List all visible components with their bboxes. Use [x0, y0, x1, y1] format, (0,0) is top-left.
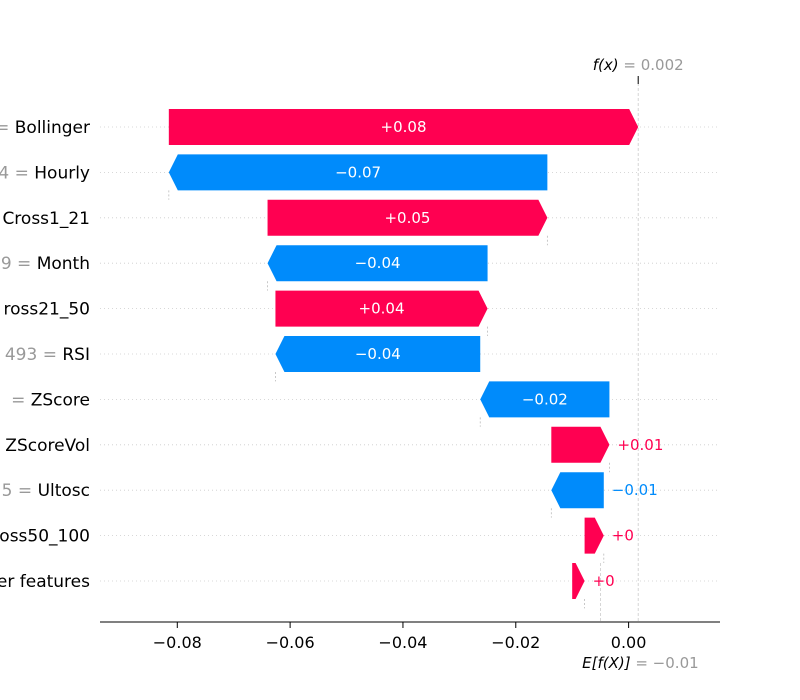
bar-value-label: +0.04: [359, 300, 405, 318]
feature-label: 9 = Month: [1, 254, 90, 274]
positive-bar: [584, 517, 604, 554]
feature-equals: =: [37, 345, 62, 365]
efx-value: = −0.01: [631, 654, 699, 672]
bar-value-label: −0.02: [522, 390, 568, 408]
bar-value-label: −0.04: [355, 254, 401, 272]
feature-value: 5: [2, 481, 13, 501]
x-tick-label: −0.02: [491, 633, 540, 652]
negative-bar: [267, 245, 488, 282]
feature-label: 5 = Ultosc: [2, 481, 90, 501]
reference-lines: [168, 78, 639, 622]
x-tick-label: −0.06: [266, 633, 315, 652]
feature-label: 4 = Hourly: [0, 163, 90, 183]
feature-equals: =: [11, 390, 31, 410]
positive-bar: [267, 199, 548, 236]
bar-value-label: +0.05: [384, 209, 430, 227]
feature-label: er features: [0, 572, 90, 592]
feature-value: 4: [0, 163, 9, 183]
feature-label: ZScoreVol: [5, 436, 90, 456]
efx-symbol: E[f(X)]: [582, 654, 631, 672]
positive-bar: [572, 563, 585, 599]
bar-value-label: +0: [612, 527, 634, 545]
x-axis: −0.08 −0.06 −0.04 −0.02 0.00: [100, 621, 720, 652]
feature-label: 493 = RSI: [5, 345, 90, 365]
feature-name: er features: [0, 572, 90, 592]
feature-name: Month: [37, 254, 90, 274]
feature-name: Ultosc: [38, 481, 90, 501]
feature-name: ZScore: [31, 390, 90, 410]
x-tick-label: −0.04: [378, 633, 427, 652]
bar-value-label: +0.08: [381, 118, 427, 136]
feature-equals: =: [0, 118, 15, 138]
positive-bar: [275, 290, 488, 327]
feature-equals: =: [9, 163, 34, 183]
bars: +0.08 −0.07 +0.05 −0.04 +0.04 −0.04 −0.02 +0.01…: [168, 109, 663, 599]
feature-name: Hourly: [34, 163, 90, 183]
positive-bar: [551, 426, 610, 463]
efx-annotation: E[f(X)] = −0.01: [582, 654, 699, 672]
feature-name: Bollinger: [15, 118, 90, 138]
negative-bar: [551, 472, 604, 509]
x-tick-label: 0.00: [611, 633, 647, 652]
negative-bar: [275, 336, 481, 372]
feature-label: = ZScore: [11, 390, 90, 410]
feature-labels: = Bollinger 4 = Hourly Cross1_21 9 = Month r…: [0, 118, 90, 592]
feature-value: 493: [5, 345, 37, 365]
bar-value-label: −0.01: [612, 481, 658, 499]
fx-annotation: f(x) = 0.002: [593, 56, 684, 84]
feature-value: 9: [1, 254, 12, 274]
positive-bar: [168, 109, 639, 145]
feature-name: oss50_100: [0, 527, 90, 547]
feature-label: = Bollinger: [0, 118, 90, 138]
feature-name: Cross1_21: [2, 209, 90, 229]
bar-value-label: +0: [593, 572, 615, 590]
negative-bar: [168, 154, 548, 191]
feature-name: ross21_50: [4, 300, 91, 320]
fx-symbol: f(x): [593, 56, 619, 74]
efx-label: E[f(X)] = −0.01: [582, 654, 699, 672]
feature-name: ZScoreVol: [5, 436, 90, 456]
bar-value-label: −0.04: [355, 345, 401, 363]
feature-label: oss50_100: [0, 527, 90, 547]
feature-equals: =: [13, 481, 38, 501]
x-tick-label: −0.08: [153, 633, 202, 652]
feature-name: RSI: [62, 345, 90, 365]
feature-label: Cross1_21: [2, 209, 90, 229]
feature-label: ross21_50: [4, 300, 91, 320]
fx-value: = 0.002: [619, 56, 684, 74]
bar-value-label: −0.07: [335, 163, 381, 181]
feature-equals: =: [12, 254, 37, 274]
bar-value-label: +0.01: [617, 436, 663, 454]
fx-label: f(x) = 0.002: [593, 56, 684, 74]
negative-bar: [480, 381, 610, 418]
